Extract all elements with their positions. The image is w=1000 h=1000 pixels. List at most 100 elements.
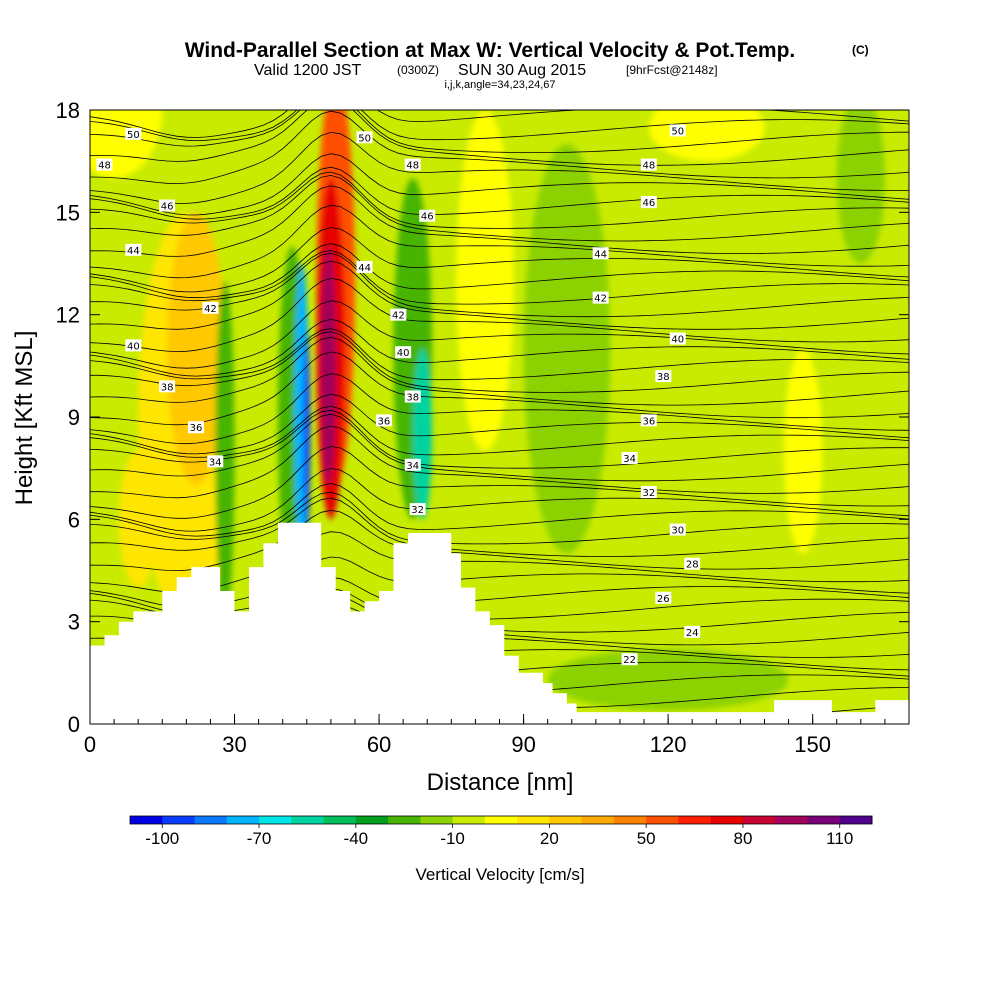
theta-label: 28 bbox=[684, 557, 701, 571]
theta-line bbox=[90, 393, 909, 455]
colorbar-swatch bbox=[775, 816, 808, 824]
theta-label-text: 36 bbox=[378, 416, 391, 427]
theta-label-text: 24 bbox=[686, 628, 699, 639]
theta-label-text: 40 bbox=[127, 341, 140, 352]
theta-label-text: 34 bbox=[209, 457, 222, 468]
y-tick-label: 12 bbox=[56, 303, 80, 328]
theta-line bbox=[90, 409, 909, 469]
colorbar-swatch bbox=[678, 816, 712, 824]
colorbar-swatch bbox=[130, 816, 163, 824]
theta-line bbox=[90, 110, 909, 166]
theta-line bbox=[90, 331, 909, 393]
velocity-blob-9 bbox=[547, 648, 789, 711]
theta-label-text: 40 bbox=[671, 335, 684, 346]
colorbar-swatch bbox=[549, 816, 583, 824]
theta-label-text: 30 bbox=[671, 526, 684, 537]
colorbar-label: -100 bbox=[145, 829, 179, 848]
theta-line bbox=[90, 110, 909, 153]
theta-label: 40 bbox=[395, 346, 412, 359]
theta-label: 34 bbox=[207, 455, 224, 468]
subtitle-valid: Valid 1200 JST bbox=[254, 62, 362, 79]
velocity-blob-2 bbox=[167, 212, 225, 486]
theta-label: 40 bbox=[125, 339, 142, 352]
theta-line bbox=[90, 318, 909, 377]
theta-label: 34 bbox=[404, 458, 421, 472]
y-tick-label: 0 bbox=[68, 712, 80, 737]
x-tick-label: 0 bbox=[84, 732, 96, 757]
colorbar-label: -10 bbox=[440, 829, 465, 848]
colorbar-label: 80 bbox=[733, 829, 752, 848]
theta-label: 36 bbox=[187, 421, 204, 434]
theta-line bbox=[90, 131, 909, 204]
theta-labels: 50 48 46 44 42 40 38 36 34 50 48 46 44 42 40 38 36 34 32 50… bbox=[96, 124, 701, 666]
subtitle-forecast: [9hrFcst@2148z] bbox=[626, 63, 718, 77]
colorbar-label: -40 bbox=[344, 829, 369, 848]
colorbar-swatch bbox=[291, 816, 325, 824]
theta-label: 34 bbox=[621, 451, 638, 465]
theta-label: 48 bbox=[640, 158, 657, 172]
theta-label: 46 bbox=[640, 196, 657, 209]
theta-label: 46 bbox=[419, 209, 436, 223]
colorbar-swatch bbox=[194, 816, 228, 824]
theta-line bbox=[90, 425, 909, 499]
theta-line bbox=[90, 110, 909, 142]
theta-label: 48 bbox=[404, 158, 421, 172]
theta-line bbox=[90, 413, 909, 482]
subtitle-utc: (0300Z) bbox=[397, 63, 439, 77]
velocity-blob-6 bbox=[648, 110, 765, 162]
theta-label-text: 44 bbox=[594, 249, 607, 260]
subtitle-date: SUN 30 Aug 2015 bbox=[458, 62, 586, 79]
theta-line bbox=[90, 336, 909, 406]
theta-line bbox=[90, 185, 909, 257]
chart-title: Wind-Parallel Section at Max W: Vertical… bbox=[185, 39, 796, 62]
theta-label-text: 46 bbox=[421, 212, 434, 223]
theta-label: 46 bbox=[159, 199, 176, 213]
velocity-blob-18 bbox=[412, 348, 433, 520]
theta-line bbox=[90, 204, 909, 279]
theta-line bbox=[90, 328, 909, 381]
terrain bbox=[90, 522, 909, 724]
theta-line bbox=[90, 467, 909, 532]
colorbar-label: -70 bbox=[247, 829, 272, 848]
theta-line bbox=[90, 250, 909, 305]
colorbar-swatch bbox=[388, 816, 421, 824]
x-tick-label: 90 bbox=[511, 732, 535, 757]
theta-label: 30 bbox=[669, 523, 686, 537]
theta-label-text: 26 bbox=[657, 594, 670, 605]
colorbar-swatch bbox=[162, 816, 196, 824]
theta-label-text: 38 bbox=[406, 393, 419, 404]
colorbar-swatch bbox=[259, 816, 292, 824]
theta-line bbox=[90, 153, 909, 216]
theta-label: 36 bbox=[640, 414, 657, 427]
theta-line bbox=[90, 497, 909, 557]
velocity-blob-7 bbox=[836, 110, 885, 264]
velocity-blob-5 bbox=[783, 348, 823, 554]
colorbar-swatch bbox=[710, 816, 744, 824]
colorbar-title: Vertical Velocity [cm/s] bbox=[415, 865, 584, 884]
y-tick-label: 9 bbox=[68, 405, 80, 430]
colorbar-swatch bbox=[839, 816, 873, 824]
theta-label-text: 46 bbox=[161, 202, 174, 213]
theta-label-text: 34 bbox=[623, 454, 636, 465]
colorbar-swatch bbox=[484, 816, 518, 824]
theta-label-text: 28 bbox=[686, 560, 699, 571]
theta-label: 40 bbox=[669, 332, 686, 346]
velocity-blob-10 bbox=[215, 280, 235, 622]
theta-label: 22 bbox=[621, 653, 638, 666]
colorbar-label: 20 bbox=[540, 829, 559, 848]
y-axis-title: Height [Kft MSL] bbox=[11, 331, 38, 506]
theta-label: 38 bbox=[404, 390, 421, 404]
theta-line bbox=[90, 277, 909, 353]
theta-label: 50 bbox=[125, 127, 142, 141]
colorbar-swatch bbox=[613, 816, 647, 824]
x-axis-title: Distance [nm] bbox=[427, 769, 574, 796]
y-tick-label: 15 bbox=[56, 200, 80, 225]
theta-line bbox=[90, 300, 909, 369]
theta-label: 42 bbox=[592, 291, 609, 305]
theta-line bbox=[90, 252, 909, 318]
colorbar-swatch bbox=[420, 816, 454, 824]
colorbar-label: 110 bbox=[826, 829, 853, 848]
theta-label-text: 38 bbox=[657, 372, 670, 383]
chart-title-suffix: (C) bbox=[852, 43, 869, 57]
theta-label: 44 bbox=[125, 243, 142, 257]
